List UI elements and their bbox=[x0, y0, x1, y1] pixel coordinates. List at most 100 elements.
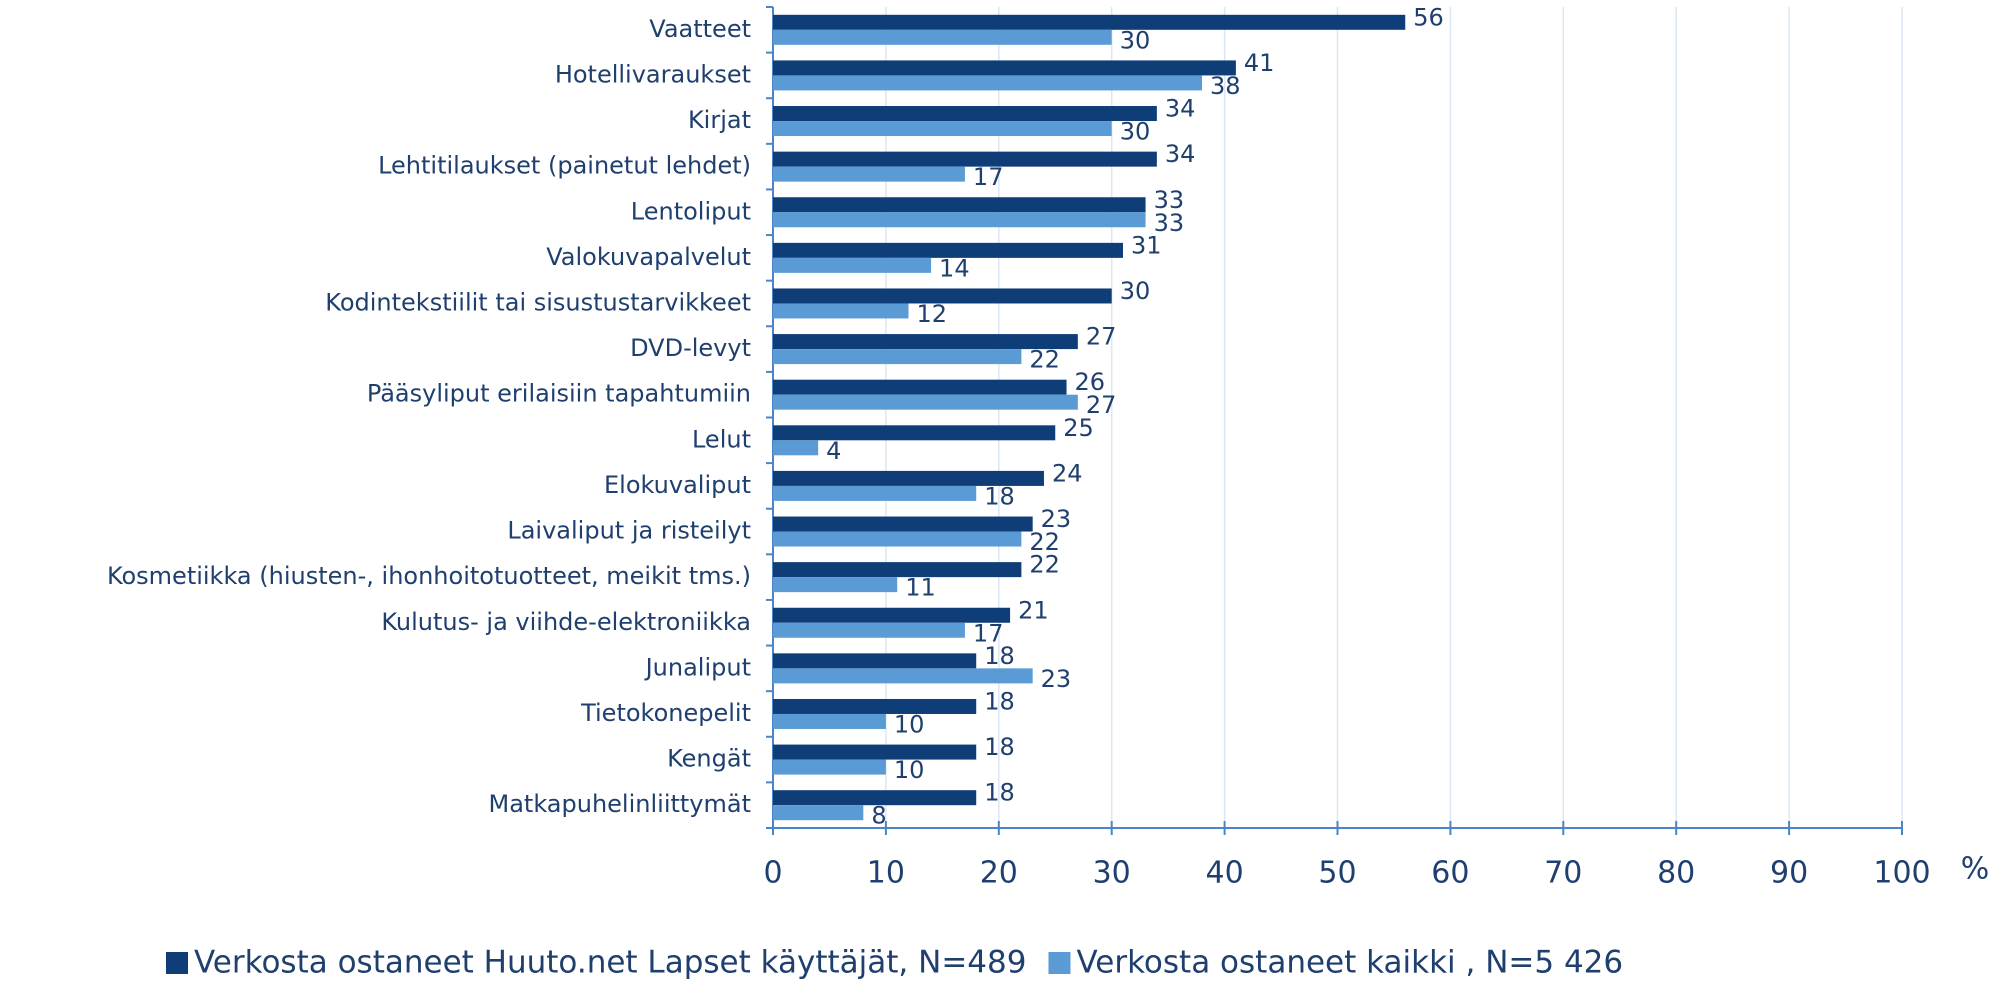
y-tick-label: Kulutus- ja viihde-elektroniikka bbox=[381, 608, 751, 636]
value-label: 11 bbox=[905, 574, 936, 602]
value-label: 30 bbox=[1120, 277, 1151, 305]
x-tick-label: 10 bbox=[867, 856, 905, 891]
bar bbox=[773, 106, 1157, 122]
value-label: 41 bbox=[1244, 49, 1275, 77]
value-label: 30 bbox=[1120, 26, 1151, 54]
y-tick-label: Pääsyliput erilaisiin tapahtumiin bbox=[367, 380, 751, 408]
bar bbox=[773, 759, 886, 775]
bar bbox=[773, 805, 864, 821]
bar bbox=[773, 470, 1044, 486]
bar bbox=[773, 622, 965, 638]
y-tick-label: Valokuvapalvelut bbox=[546, 243, 751, 271]
value-label: 18 bbox=[984, 687, 1015, 715]
bar bbox=[773, 349, 1022, 365]
value-label: 23 bbox=[1041, 665, 1072, 693]
y-tick-label: Hotellivaraukset bbox=[555, 60, 751, 88]
bar bbox=[773, 212, 1146, 228]
x-tick-label: 40 bbox=[1206, 856, 1244, 891]
bar bbox=[773, 29, 1112, 45]
value-label: 10 bbox=[894, 710, 925, 738]
bar bbox=[773, 790, 977, 806]
x-tick-label: 70 bbox=[1544, 856, 1582, 891]
value-label: 22 bbox=[1029, 528, 1060, 556]
bar bbox=[773, 425, 1056, 441]
y-tick-label: Kirjat bbox=[688, 106, 751, 134]
bar bbox=[773, 14, 1406, 30]
value-label: 22 bbox=[1029, 551, 1060, 579]
value-label: 18 bbox=[984, 642, 1015, 670]
x-tick-label: 90 bbox=[1770, 856, 1808, 891]
value-label: 18 bbox=[984, 733, 1015, 761]
bar bbox=[773, 288, 1112, 304]
bar bbox=[773, 516, 1033, 532]
value-label: 18 bbox=[984, 482, 1015, 510]
value-label: 30 bbox=[1120, 118, 1151, 146]
legend-swatch bbox=[1048, 952, 1071, 974]
bar bbox=[773, 334, 1078, 350]
value-label: 34 bbox=[1165, 140, 1196, 168]
bar bbox=[773, 607, 1011, 623]
bar bbox=[773, 257, 932, 273]
bar bbox=[773, 577, 898, 593]
value-label: 27 bbox=[1086, 391, 1117, 419]
bar bbox=[773, 197, 1146, 213]
value-label: 17 bbox=[973, 163, 1004, 191]
bar bbox=[773, 485, 977, 501]
bar bbox=[773, 121, 1112, 137]
value-label: 33 bbox=[1154, 186, 1185, 214]
y-tick-label: Vaatteet bbox=[649, 15, 751, 43]
legend-label: Verkosta ostaneet kaikki , N=5 426 bbox=[1076, 945, 1623, 981]
y-tick-label: Lelut bbox=[692, 425, 751, 453]
x-tick-label: 80 bbox=[1657, 856, 1695, 891]
value-label: 26 bbox=[1075, 368, 1106, 396]
bar bbox=[773, 562, 1022, 578]
value-label: 23 bbox=[1041, 505, 1072, 533]
value-label: 34 bbox=[1165, 95, 1196, 123]
y-tick-label: Lentoliput bbox=[631, 197, 751, 225]
y-tick-label: DVD-levyt bbox=[630, 334, 751, 362]
y-tick-label: Tietokonepelit bbox=[580, 699, 751, 727]
y-tick-label: Elokuvaliput bbox=[604, 471, 751, 499]
legend-swatch bbox=[166, 952, 188, 974]
value-label: 14 bbox=[939, 254, 970, 282]
value-label: 31 bbox=[1131, 231, 1162, 259]
bar bbox=[773, 151, 1157, 167]
value-label: 24 bbox=[1052, 459, 1083, 487]
x-tick-label: 50 bbox=[1318, 856, 1356, 891]
x-tick-label: 0 bbox=[763, 856, 782, 891]
y-tick-label: Lehtitilaukset (painetut lehdet) bbox=[378, 152, 751, 180]
bar bbox=[773, 394, 1078, 410]
bar bbox=[773, 166, 965, 182]
value-label: 17 bbox=[973, 619, 1004, 647]
bar bbox=[773, 668, 1033, 684]
bar bbox=[773, 440, 819, 456]
bar bbox=[773, 744, 977, 760]
bar bbox=[773, 379, 1067, 395]
bar bbox=[773, 531, 1022, 547]
x-tick-label: 100 bbox=[1873, 856, 1930, 891]
value-label: 33 bbox=[1154, 209, 1185, 237]
value-label: 12 bbox=[916, 300, 947, 328]
value-label: 38 bbox=[1210, 72, 1241, 100]
bar bbox=[773, 653, 977, 669]
bar bbox=[773, 60, 1236, 76]
y-tick-label: Kengät bbox=[667, 745, 751, 773]
value-label: 25 bbox=[1063, 414, 1094, 442]
x-axis-label: % bbox=[1961, 852, 1990, 887]
value-label: 10 bbox=[894, 756, 925, 784]
value-label: 21 bbox=[1018, 596, 1049, 624]
value-label: 22 bbox=[1029, 346, 1060, 374]
bar bbox=[773, 242, 1123, 258]
bar bbox=[773, 698, 977, 714]
x-tick-label: 20 bbox=[980, 856, 1018, 891]
y-tick-label: Laivaliput ja risteilyt bbox=[507, 517, 751, 545]
value-label: 56 bbox=[1413, 3, 1444, 31]
value-label: 4 bbox=[826, 437, 841, 465]
bar bbox=[773, 75, 1203, 91]
x-tick-label: 30 bbox=[1093, 856, 1131, 891]
y-tick-label: Matkapuhelinliittymät bbox=[489, 790, 752, 818]
x-tick-label: 60 bbox=[1431, 856, 1469, 891]
bar bbox=[773, 303, 909, 319]
value-label: 18 bbox=[984, 779, 1015, 807]
